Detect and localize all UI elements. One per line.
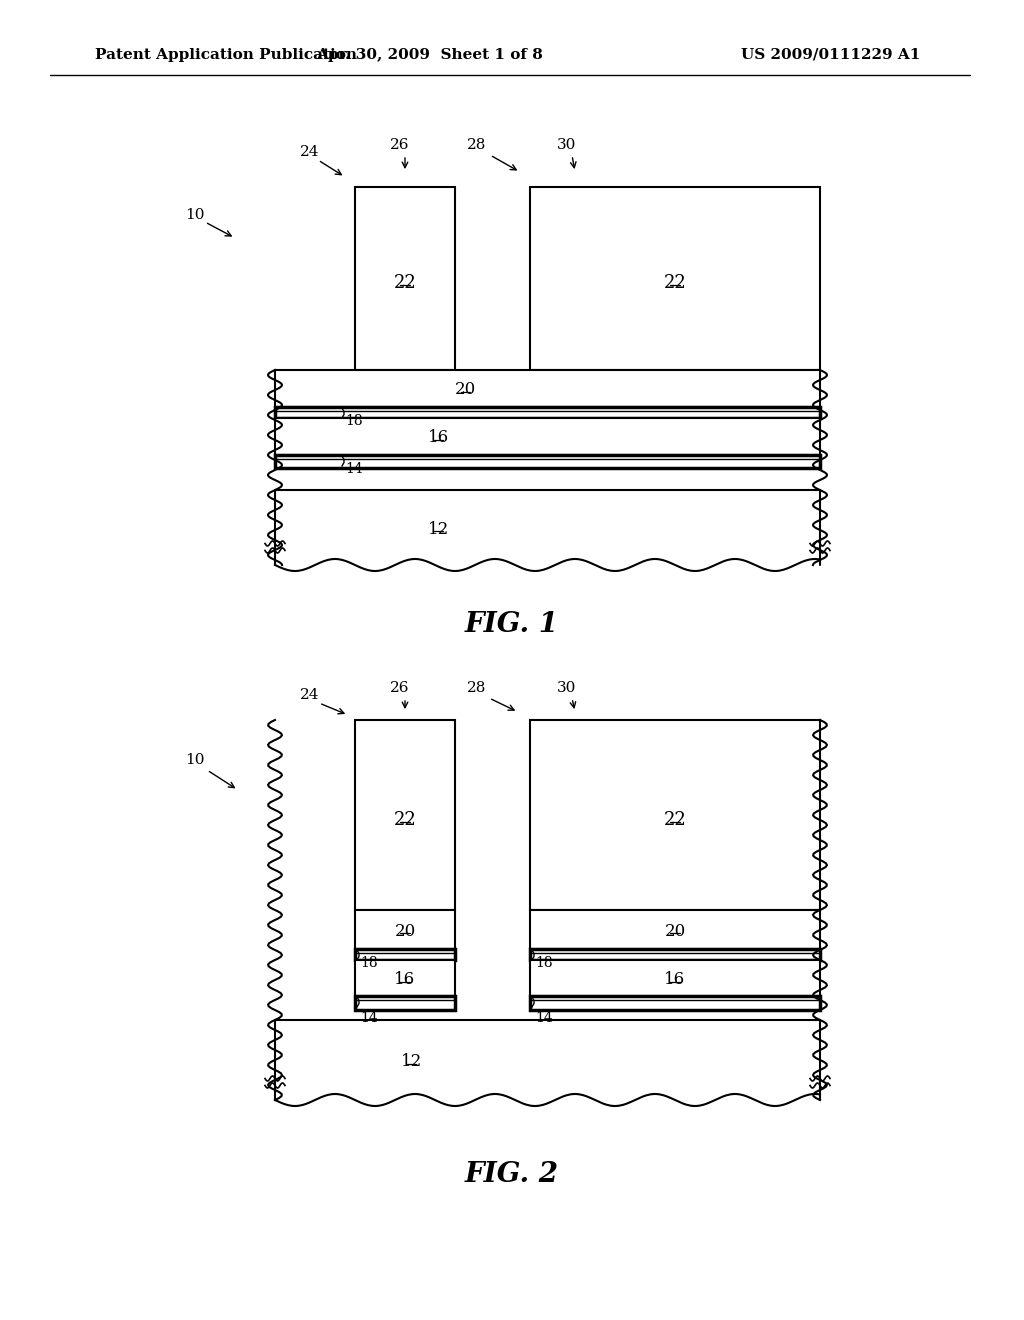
Bar xyxy=(355,719,455,909)
Bar xyxy=(275,370,820,407)
Text: 24: 24 xyxy=(300,688,319,702)
Text: 10: 10 xyxy=(185,209,205,222)
Text: 22: 22 xyxy=(664,275,686,292)
Bar xyxy=(355,960,455,997)
Text: 26: 26 xyxy=(390,681,410,696)
Text: 16: 16 xyxy=(428,429,450,446)
Text: 18: 18 xyxy=(535,956,553,970)
Text: Apr. 30, 2009  Sheet 1 of 8: Apr. 30, 2009 Sheet 1 of 8 xyxy=(316,48,544,62)
Text: 22: 22 xyxy=(393,275,417,292)
Text: 18: 18 xyxy=(345,414,362,428)
Text: 26: 26 xyxy=(390,139,410,152)
Bar xyxy=(530,187,820,370)
Text: 30: 30 xyxy=(557,681,577,696)
Bar xyxy=(530,949,820,960)
Text: 10: 10 xyxy=(185,752,205,767)
Text: 20: 20 xyxy=(394,923,416,940)
Bar xyxy=(530,719,820,909)
Bar xyxy=(530,960,820,997)
Text: 14: 14 xyxy=(535,1011,553,1026)
Text: 12: 12 xyxy=(428,520,450,537)
Text: 16: 16 xyxy=(665,972,685,989)
Bar xyxy=(530,909,820,949)
Text: FIG. 1: FIG. 1 xyxy=(465,611,559,639)
Bar xyxy=(275,407,820,418)
Bar xyxy=(275,455,820,469)
Bar xyxy=(275,418,820,455)
Text: 16: 16 xyxy=(394,972,416,989)
Text: 20: 20 xyxy=(455,381,476,399)
Text: 22: 22 xyxy=(664,810,686,829)
Text: 14: 14 xyxy=(345,462,362,477)
Text: 22: 22 xyxy=(393,810,417,829)
Text: 28: 28 xyxy=(467,139,486,152)
Text: 30: 30 xyxy=(557,139,577,152)
Bar xyxy=(355,187,455,370)
Text: 28: 28 xyxy=(467,681,486,696)
Text: FIG. 2: FIG. 2 xyxy=(465,1162,559,1188)
Text: 14: 14 xyxy=(360,1011,378,1026)
Text: Patent Application Publication: Patent Application Publication xyxy=(95,48,357,62)
Bar xyxy=(355,997,455,1010)
Text: 12: 12 xyxy=(400,1053,422,1071)
Text: 18: 18 xyxy=(360,956,378,970)
Text: 24: 24 xyxy=(300,145,319,158)
Text: US 2009/0111229 A1: US 2009/0111229 A1 xyxy=(740,48,920,62)
Bar xyxy=(530,997,820,1010)
Bar xyxy=(355,909,455,949)
Bar xyxy=(355,949,455,960)
Text: 20: 20 xyxy=(665,923,686,940)
